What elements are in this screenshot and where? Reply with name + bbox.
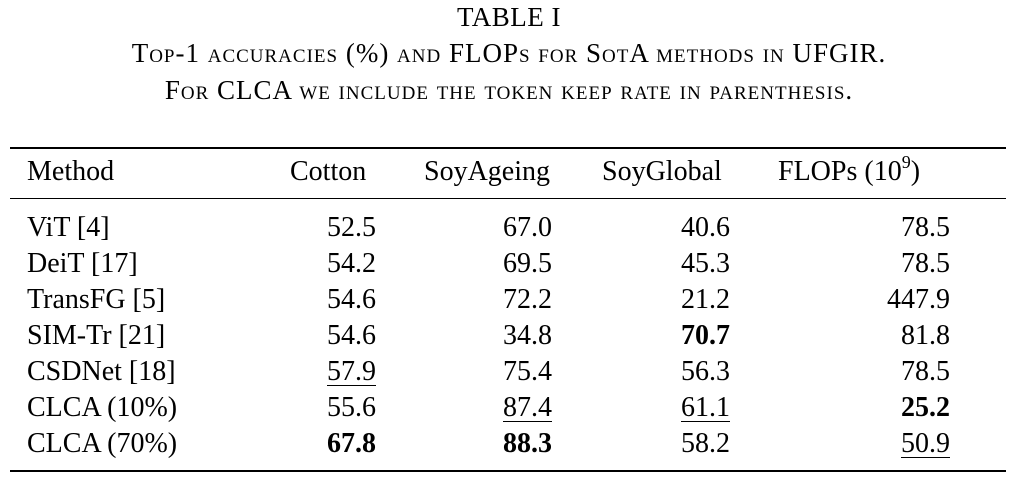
- header-soyageing: SoyAgeing: [424, 156, 550, 187]
- cell-soyglobal: 70.7: [681, 320, 730, 351]
- cell-cotton: 54.2: [327, 248, 376, 279]
- cell-cotton: 57.9: [327, 356, 376, 387]
- header-rule: [10, 198, 1006, 199]
- cell-soyageing: 67.0: [503, 212, 552, 243]
- cell-method: CLCA (70%): [27, 428, 178, 459]
- cell-flops: 78.5: [901, 356, 950, 387]
- cell-flops: 78.5: [901, 248, 950, 279]
- cell-method: CLCA (10%): [27, 392, 178, 423]
- cell-cotton: 54.6: [327, 320, 376, 351]
- header-flops-exponent: 9: [901, 151, 911, 172]
- cell-flops: 447.9: [887, 284, 950, 315]
- cell-cotton: 52.5: [327, 212, 376, 243]
- cell-method: CSDNet [18]: [27, 356, 176, 387]
- caption-line-1: Top-1 accuracies (%) and FLOPs for SotA …: [131, 38, 887, 68]
- cell-cotton: 67.8: [327, 428, 376, 459]
- cell-soyglobal: 45.3: [681, 248, 730, 279]
- cell-soyglobal: 56.3: [681, 356, 730, 387]
- cell-flops: 50.9: [901, 428, 950, 459]
- bottom-rule: [10, 470, 1006, 472]
- cell-soyageing: 34.8: [503, 320, 552, 351]
- table-row: CLCA (70%) 67.8 88.3 58.2 50.9: [0, 426, 1018, 462]
- table-row: CLCA (10%) 55.6 87.4 61.1 25.2: [0, 390, 1018, 426]
- cell-soyglobal: 40.6: [681, 212, 730, 243]
- header-cotton: Cotton: [290, 156, 367, 187]
- cell-soyageing: 75.4: [503, 356, 552, 387]
- cell-flops: 81.8: [901, 320, 950, 351]
- header-flops-prefix: FLOPs (10: [778, 156, 902, 187]
- cell-method: ViT [4]: [27, 212, 110, 243]
- cell-soyageing: 88.3: [503, 428, 552, 459]
- cell-soyglobal: 61.1: [681, 392, 730, 423]
- table-header-row: Method Cotton SoyAgeing SoyGlobal FLOPs …: [0, 151, 1018, 190]
- cell-soyglobal: 21.2: [681, 284, 730, 315]
- table-row: TransFG [5] 54.6 72.2 21.2 447.9: [0, 282, 1018, 318]
- cell-soyageing: 69.5: [503, 248, 552, 279]
- cell-soyglobal: 58.2: [681, 428, 730, 459]
- table-row: SIM-Tr [21] 54.6 34.8 70.7 81.8: [0, 318, 1018, 354]
- cell-method: TransFG [5]: [27, 284, 166, 315]
- top-rule: [10, 147, 1006, 149]
- table-row: DeiT [17] 54.2 69.5 45.3 78.5: [0, 246, 1018, 282]
- header-flops: FLOPs (109): [778, 151, 921, 190]
- cell-flops: 25.2: [901, 392, 950, 423]
- header-flops-suffix: ): [910, 156, 921, 187]
- cell-cotton: 55.6: [327, 392, 376, 423]
- table-label: TABLE I: [456, 2, 562, 32]
- header-method: Method: [27, 156, 115, 187]
- cell-flops: 78.5: [901, 212, 950, 243]
- header-soyglobal: SoyGlobal: [602, 156, 722, 187]
- table-row: CSDNet [18] 57.9 75.4 56.3 78.5: [0, 354, 1018, 390]
- cell-soyageing: 72.2: [503, 284, 552, 315]
- table-row: ViT [4] 52.5 67.0 40.6 78.5: [0, 210, 1018, 246]
- cell-soyageing: 87.4: [503, 392, 552, 423]
- cell-method: SIM-Tr [21]: [27, 320, 166, 351]
- caption-line-2: For CLCA we include the token keep rate …: [164, 75, 854, 105]
- cell-cotton: 54.6: [327, 284, 376, 315]
- cell-method: DeiT [17]: [27, 248, 138, 279]
